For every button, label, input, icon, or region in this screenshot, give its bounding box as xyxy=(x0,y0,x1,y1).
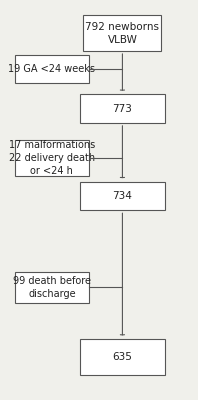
FancyBboxPatch shape xyxy=(80,339,165,375)
Text: 17 malformations
22 delivery death
or <24 h: 17 malformations 22 delivery death or <2… xyxy=(9,140,95,176)
FancyBboxPatch shape xyxy=(80,94,165,123)
Text: 635: 635 xyxy=(112,352,132,362)
Text: 734: 734 xyxy=(112,191,132,201)
Text: 19 GA <24 weeks: 19 GA <24 weeks xyxy=(9,64,95,74)
FancyBboxPatch shape xyxy=(80,182,165,210)
FancyBboxPatch shape xyxy=(15,272,89,303)
FancyBboxPatch shape xyxy=(15,140,89,176)
FancyBboxPatch shape xyxy=(84,15,161,51)
Text: 792 newborns
VLBW: 792 newborns VLBW xyxy=(85,22,159,44)
Text: 773: 773 xyxy=(112,104,132,114)
FancyBboxPatch shape xyxy=(15,55,89,83)
Text: 99 death before
discharge: 99 death before discharge xyxy=(13,276,91,299)
